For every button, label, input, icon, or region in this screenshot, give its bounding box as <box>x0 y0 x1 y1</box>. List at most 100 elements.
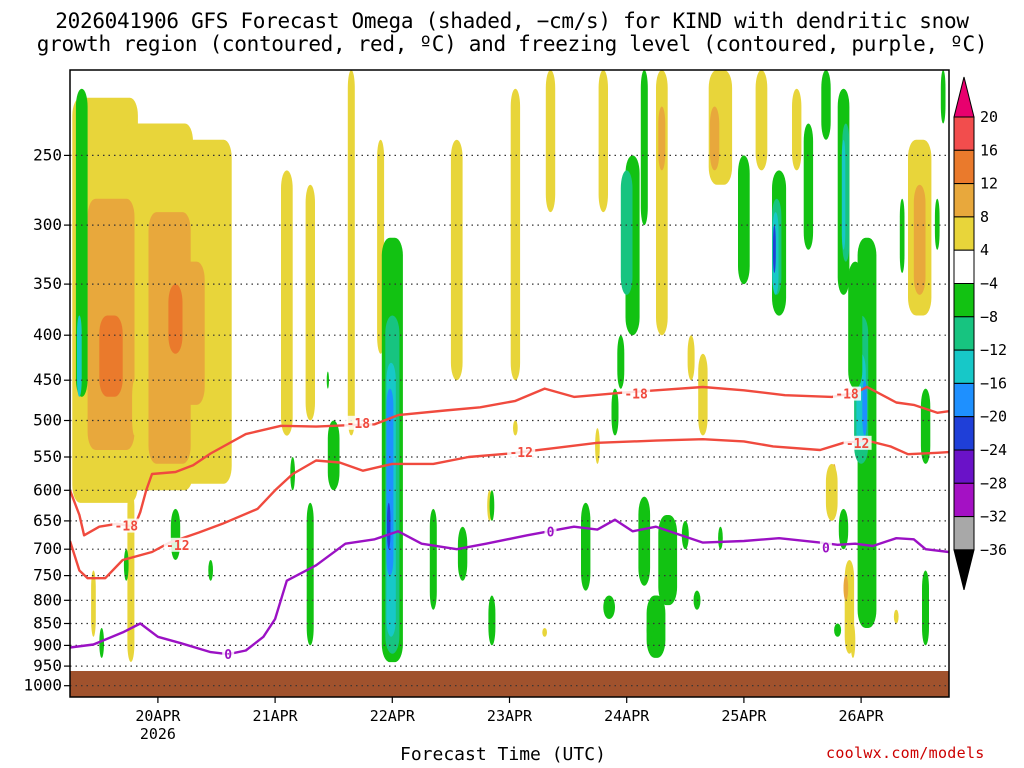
contour-label--12: -12 <box>166 539 189 554</box>
contour-label-bg-2-0 <box>222 647 235 662</box>
colorbar-bin-13 <box>953 516 975 551</box>
contour-label-bg-0-1 <box>344 415 373 430</box>
omega-cell-90 <box>489 490 495 521</box>
contour-label-bg-2-1 <box>544 524 557 539</box>
omega-cell-76 <box>841 139 846 250</box>
contour-label-bg-1-1 <box>507 445 536 460</box>
omega-cell-80 <box>862 380 867 436</box>
terrain-ground <box>70 671 949 697</box>
y-tick-label-950: 950 <box>33 656 62 675</box>
colorbar-label: −4 <box>980 275 998 293</box>
omega-cell-5 <box>181 261 205 405</box>
omega-cell-89 <box>834 623 842 637</box>
omega-cell-33 <box>513 420 518 436</box>
x-tick-label-1: 21APR <box>253 707 299 725</box>
contour-label-0: 0 <box>822 542 830 557</box>
y-tick-label-400: 400 <box>33 325 62 344</box>
contour-label-bg-0-0 <box>112 518 141 533</box>
contour-label--18: -18 <box>624 388 648 403</box>
y-tick-label-700: 700 <box>33 539 62 558</box>
colorbar-label: −32 <box>980 508 1007 526</box>
contour-label--12: -12 <box>509 446 532 461</box>
colorbar-label: −36 <box>980 541 1007 559</box>
pressure-gridlines <box>70 154 949 687</box>
omega-cell-16 <box>545 70 556 213</box>
y-tick-label-850: 850 <box>33 614 62 633</box>
colorbar-label: −24 <box>980 441 1007 459</box>
omega-cell-72 <box>773 225 776 273</box>
omega-cell-88 <box>821 70 831 140</box>
omega-cell-36 <box>542 628 547 637</box>
omega-cell-20 <box>709 106 720 171</box>
contour-label--12: -12 <box>846 437 869 452</box>
omega-cell-51 <box>387 502 391 550</box>
colorbar: 20 16 12 8 4 −4 −8 −12 −16 −20 −24 −28 −32 −36 <box>953 76 1007 591</box>
contour-label--18: -18 <box>115 520 139 535</box>
y-tick-label-750: 750 <box>33 566 62 585</box>
colorbar-bin-3 <box>953 183 975 218</box>
contour--12-line <box>70 438 949 580</box>
x-tick-label-3: 23APR <box>487 707 533 725</box>
omega-cell-84 <box>922 570 929 646</box>
omega-cell-15 <box>510 88 521 381</box>
omega-cell-17 <box>598 70 608 213</box>
y-tick-label-500: 500 <box>33 411 62 430</box>
colorbar-min-triangle <box>953 549 975 591</box>
omega-cell-43 <box>123 549 129 581</box>
y-tick-label-1000: 1000 <box>23 676 62 695</box>
x-axis-title: Forecast Time (UTC) <box>400 744 606 765</box>
omega-cell-67 <box>620 170 633 295</box>
omega-cell-46 <box>208 560 213 581</box>
y-axis: 250 300 350 400 450 500 550 600 650 700 750 800 850 9… <box>23 145 70 695</box>
omega-cell-59 <box>658 515 678 606</box>
y-tick-label-350: 350 <box>33 274 62 293</box>
omega-cell-7 <box>168 284 183 354</box>
omega-cell-44 <box>327 420 340 491</box>
colorbar-bin-8 <box>953 349 975 384</box>
y-tick-label-650: 650 <box>33 511 62 530</box>
omega-cell-23 <box>792 88 802 171</box>
omega-cell-92 <box>326 371 329 389</box>
colorbar-label: −12 <box>980 341 1007 359</box>
omega-cell-55 <box>488 595 496 646</box>
omega-cell-30 <box>825 463 838 521</box>
colorbar-label: 20 <box>980 108 998 126</box>
contour-label-bg-1-0 <box>163 537 192 552</box>
colorbar-label: −16 <box>980 374 1007 392</box>
omega-cell-63 <box>646 623 654 637</box>
x-tick-label-6: 26APR <box>839 707 885 725</box>
colorbar-label: 16 <box>980 141 998 159</box>
omega-cell-52 <box>306 502 314 646</box>
omega-cell-11 <box>305 184 315 421</box>
colorbar-label: 8 <box>980 208 989 226</box>
omega-cell-22 <box>755 70 768 171</box>
colorbar-bin-10 <box>953 416 975 451</box>
omega-cell-82 <box>838 508 849 550</box>
omega-cell-21 <box>658 106 666 171</box>
chart-title-line1: 2026041906 GFS Forecast Omega (shaded, −… <box>55 9 969 33</box>
contour-label--18: -18 <box>835 388 859 403</box>
omega-cell-62 <box>603 595 615 619</box>
contour-label-0: 0 <box>224 648 232 663</box>
omega-cell-85 <box>899 198 905 273</box>
colorbar-bin-6 <box>953 283 975 318</box>
omega-cell-10 <box>281 170 293 436</box>
colorbar-label: 4 <box>980 241 989 259</box>
omega-cell-27 <box>687 335 695 381</box>
omega-cell-91 <box>940 70 946 124</box>
omega-cell-14 <box>450 139 463 381</box>
colorbar-bin-7 <box>953 316 975 351</box>
omega-cell-86 <box>934 198 940 250</box>
omega-cell-42 <box>99 628 104 658</box>
y-tick-label-250: 250 <box>33 145 62 164</box>
colorbar-bin-2 <box>953 149 975 185</box>
contour-label-bg-0-2 <box>622 386 651 401</box>
y-tick-label-800: 800 <box>33 590 62 609</box>
y-tick-label-550: 550 <box>33 447 62 466</box>
contour-label-bg-1-2 <box>843 435 872 450</box>
colorbar-label: −8 <box>980 308 998 326</box>
contour-label-bg-0-3 <box>833 386 861 401</box>
omega-cell-40 <box>77 315 82 397</box>
omega-cell-12 <box>347 70 355 436</box>
